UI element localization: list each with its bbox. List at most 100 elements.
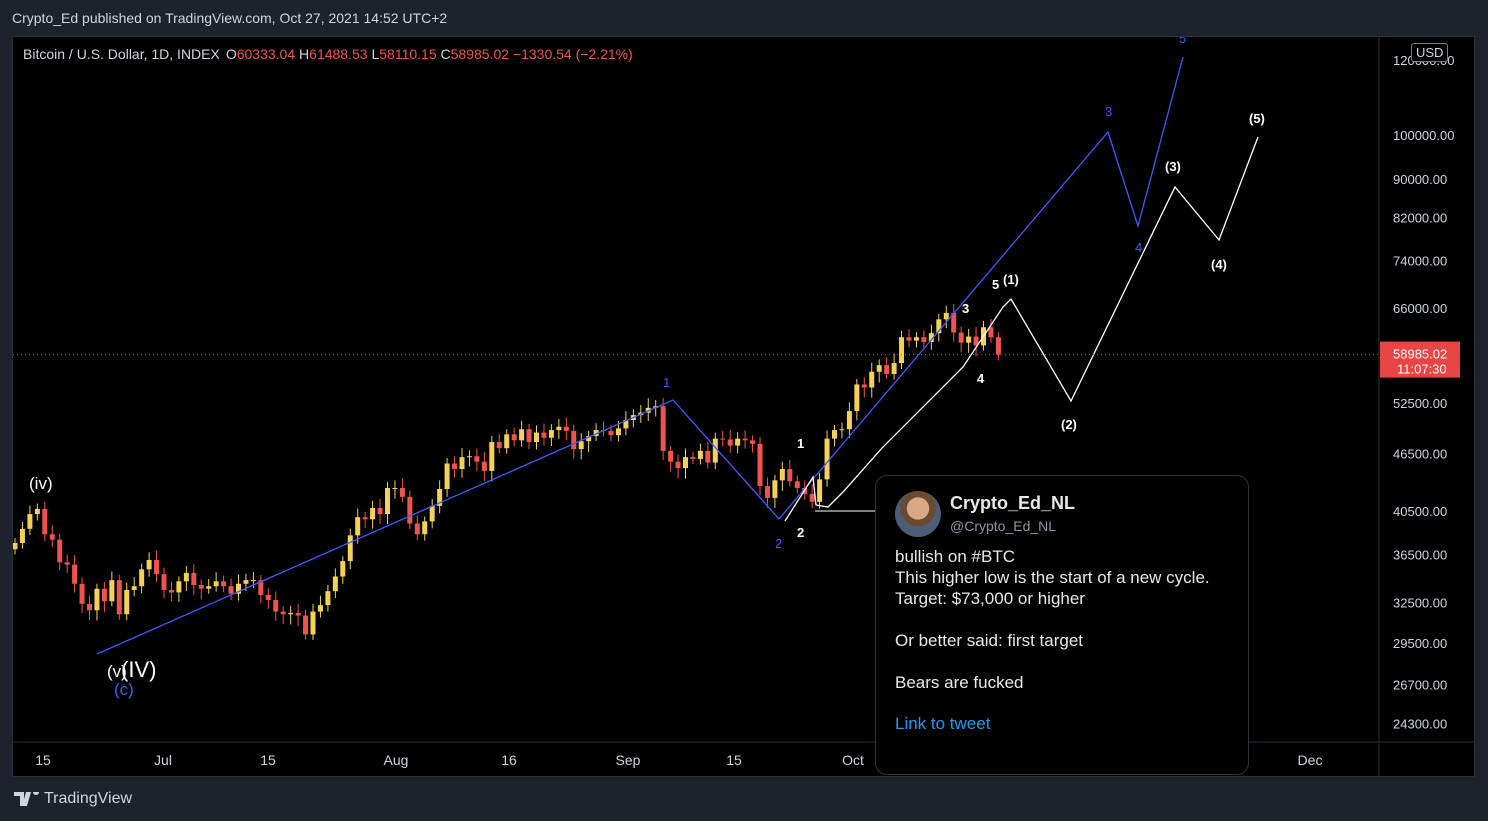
candle-body	[79, 583, 85, 604]
candle-body	[779, 469, 785, 481]
candle-body	[206, 586, 212, 589]
y-tick-label: 26700.00	[1393, 677, 1447, 692]
candle-body	[94, 588, 100, 611]
candle-body	[42, 508, 48, 535]
candle-body	[995, 337, 1001, 355]
tweet-line: Or better said: first target	[895, 631, 1084, 650]
candle-body	[176, 581, 182, 593]
change-value: −1330.54 (−2.21%)	[512, 46, 633, 62]
price-chart[interactable]: 120000.00100000.0090000.0082000.0074000.…	[13, 37, 1474, 776]
wave-label: (iv)	[29, 474, 53, 493]
candle-body	[191, 572, 197, 585]
candle-body	[496, 442, 502, 449]
ohlc-legend: Bitcoin / U.S. Dollar, 1D, INDEX O60333.0…	[23, 46, 633, 62]
link-to-tweet[interactable]: Link to tweet	[895, 714, 991, 733]
candle-body	[772, 480, 778, 498]
candle-body	[317, 605, 323, 612]
candle-body	[913, 337, 919, 341]
tweet-line	[895, 651, 1210, 672]
x-tick-label: Sep	[616, 752, 641, 768]
wave-label: 4	[977, 371, 985, 386]
brand-name: TradingView	[44, 790, 133, 807]
x-tick-label: Jul	[154, 752, 172, 768]
tweet-author-name[interactable]: Crypto_Ed_NL	[950, 493, 1076, 513]
candle-body	[168, 589, 174, 593]
low-key: L	[371, 46, 380, 62]
candle-body	[839, 429, 845, 431]
candle-body	[534, 432, 539, 443]
candle-body	[593, 430, 599, 437]
candle-body	[422, 521, 428, 535]
candle-body	[109, 580, 115, 602]
candle-body	[928, 333, 934, 342]
candle-body	[355, 517, 361, 536]
candle-body	[936, 319, 942, 334]
high-value: 61488.53	[309, 46, 368, 62]
currency-button[interactable]: USD	[1411, 43, 1449, 62]
candle-body	[13, 543, 18, 550]
wave-label: (c)	[114, 680, 134, 699]
tweet-line: Bears are fucked	[895, 673, 1024, 692]
candle-body	[459, 457, 465, 470]
candle-body	[34, 508, 40, 515]
y-tick-label: 40500.00	[1393, 504, 1447, 519]
y-tick-label: 46500.00	[1393, 447, 1447, 462]
candle-body	[578, 441, 584, 450]
countdown-label: 11:07:30	[1397, 362, 1447, 377]
last-price-label: 58985.02	[1393, 347, 1447, 362]
avatar[interactable]	[895, 491, 941, 537]
x-tick-label: 15	[726, 752, 742, 768]
y-tick-label: 90000.00	[1393, 172, 1447, 187]
candle-body	[988, 327, 994, 338]
candle-body	[124, 589, 130, 615]
candle-body	[541, 432, 547, 438]
candle-body	[250, 580, 256, 582]
candle-body	[49, 534, 55, 540]
x-tick-label: 15	[35, 752, 51, 768]
high-key: H	[299, 46, 310, 62]
tradingview-brand[interactable]: TradingView	[14, 790, 132, 808]
candle-body	[660, 406, 666, 451]
tweet-line: bullish on #BTC	[895, 547, 1016, 566]
y-tick-label: 82000.00	[1393, 211, 1447, 226]
y-tick-label: 32500.00	[1393, 596, 1447, 611]
tweet-author-handle[interactable]: @Crypto_Ed_NL	[950, 518, 1057, 534]
candle-body	[452, 463, 458, 470]
tweet-card[interactable]: Crypto_Ed_NL @Crypto_Ed_NL bullish on #B…	[875, 475, 1249, 775]
wave-label: 2	[797, 525, 804, 540]
wave-label: 1	[663, 375, 670, 390]
candle-body	[399, 488, 405, 497]
candle-body	[966, 336, 972, 343]
candle-body	[273, 599, 279, 612]
candle-body	[385, 488, 390, 515]
y-tick-label: 29500.00	[1393, 636, 1447, 651]
open-value: 60333.04	[236, 46, 296, 62]
candle-body	[511, 434, 517, 441]
candle-body	[332, 576, 338, 592]
candle-body	[891, 363, 897, 374]
candle-body	[720, 438, 726, 440]
candle-body	[973, 336, 979, 346]
x-tick-label: Aug	[384, 752, 409, 768]
candle-body	[906, 337, 912, 341]
candle-body	[869, 371, 875, 388]
y-tick-label: 100000.00	[1393, 128, 1454, 143]
candle-body	[340, 561, 346, 577]
wave-label: (3)	[1165, 159, 1181, 174]
candle-body	[236, 583, 241, 594]
open-key: O	[225, 46, 237, 62]
candle-body	[87, 603, 92, 611]
wave-line-blue	[96, 56, 1184, 655]
candle-body	[563, 426, 569, 431]
candle-body	[757, 443, 763, 487]
wave-label: 3	[962, 301, 969, 316]
candle-body	[437, 488, 443, 506]
candle-body	[832, 430, 837, 439]
candle-body	[362, 517, 368, 520]
wave-label: (1)	[1003, 272, 1019, 287]
chart-pane[interactable]: 120000.00100000.0090000.0082000.0074000.…	[12, 36, 1475, 777]
candle-body	[131, 586, 137, 590]
candle-body	[444, 463, 450, 489]
candle-body	[861, 384, 867, 388]
candle-body	[265, 594, 271, 600]
